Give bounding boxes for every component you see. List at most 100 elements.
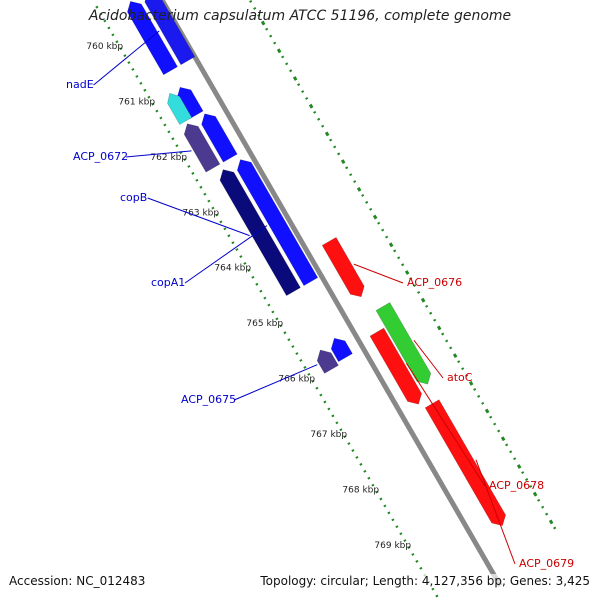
tick-mark xyxy=(369,207,373,211)
gene-acp_0678[interactable] xyxy=(369,327,422,405)
tick-mark xyxy=(107,26,111,30)
tick-mark xyxy=(324,131,330,137)
scale-label: 763 kbp xyxy=(182,208,219,218)
gene-label-acp_0678: ACP_0678 xyxy=(489,479,544,492)
genome-backbone xyxy=(159,0,503,588)
gene-acp_0675[interactable] xyxy=(316,349,339,374)
tick-mark xyxy=(345,166,349,170)
tick-mark xyxy=(403,539,407,543)
tick-mark xyxy=(163,123,167,127)
tick-mark xyxy=(415,559,419,563)
tick-mark xyxy=(297,83,301,87)
tick-mark xyxy=(279,324,283,328)
gene-labels: nadE ACP_0672 copB copA1 ACP_0675 ACP_0676ato… xyxy=(66,30,574,570)
accession-text: Accession: NC_012483 xyxy=(9,574,146,588)
gene-unnamed-5[interactable] xyxy=(201,113,238,163)
genome-summary-text: Topology: circular; Length: 4,127,356 bp… xyxy=(260,574,590,588)
gene-unnamed-3[interactable] xyxy=(167,92,193,125)
tick-mark xyxy=(327,407,331,411)
map-title: Acidobacterium capsulatum ATCC 51196, co… xyxy=(88,8,512,24)
tick-mark xyxy=(445,339,449,343)
tick-mark xyxy=(372,214,378,220)
tick-mark xyxy=(367,476,371,480)
tick-mark xyxy=(409,277,413,281)
tick-mark xyxy=(281,55,285,59)
tick-mark xyxy=(323,400,327,404)
tick-mark xyxy=(436,325,442,331)
tick-mark xyxy=(260,20,266,26)
tick-mark xyxy=(417,290,421,294)
label-leader-line xyxy=(93,30,160,86)
tick-mark xyxy=(247,268,251,272)
tick-mark xyxy=(329,138,333,142)
tick-mark xyxy=(283,331,287,335)
tick-mark xyxy=(115,40,119,44)
gene-label-acp_0672: ACP_0672 xyxy=(73,150,128,163)
tick-mark xyxy=(215,213,219,217)
tick-mark xyxy=(509,450,513,454)
tick-mark xyxy=(235,248,239,252)
tick-mark xyxy=(195,178,199,182)
label-leader-line xyxy=(184,225,268,284)
tick-mark xyxy=(393,249,397,253)
tick-mark xyxy=(457,360,461,364)
tick-mark xyxy=(267,303,271,307)
scale-label: 764 kbp xyxy=(214,264,251,274)
tick-mark xyxy=(119,47,123,51)
scale-label: 762 kbp xyxy=(150,153,187,163)
gene-copa1[interactable] xyxy=(236,159,319,287)
tick-mark xyxy=(435,594,439,598)
scale-label: 765 kbp xyxy=(246,319,283,329)
tick-mark xyxy=(269,34,273,38)
tick-mark xyxy=(255,282,259,286)
tick-mark xyxy=(395,525,399,529)
tick-mark xyxy=(239,255,243,258)
tick-mark xyxy=(249,0,253,3)
tick-mark xyxy=(411,552,415,556)
scale-label: 761 kbp xyxy=(118,97,155,107)
tick-mark xyxy=(481,401,485,405)
gene-acp_0679[interactable] xyxy=(424,399,506,526)
tick-mark xyxy=(489,415,493,419)
gene-track xyxy=(127,0,506,526)
tick-mark xyxy=(139,81,143,85)
tick-mark xyxy=(131,68,135,71)
tick-mark xyxy=(227,234,231,238)
tick-mark xyxy=(333,145,337,149)
tick-mark xyxy=(321,124,325,128)
tick-mark xyxy=(545,512,549,516)
tick-mark xyxy=(449,346,453,350)
gene-unnamed-0[interactable] xyxy=(127,1,178,76)
tick-mark xyxy=(349,173,353,177)
tick-mark xyxy=(337,152,341,156)
tick-mark xyxy=(401,263,405,267)
gene-acp_0676[interactable] xyxy=(321,236,365,298)
tick-mark xyxy=(404,270,410,275)
tick-mark xyxy=(505,443,509,447)
scale-label: 769 kbp xyxy=(374,541,411,551)
tick-mark xyxy=(553,526,557,530)
tick-mark xyxy=(123,54,127,58)
tick-mark xyxy=(276,48,282,54)
gene-unnamed-9[interactable] xyxy=(330,337,353,363)
gene-label-nade: nadE xyxy=(66,78,94,91)
tick-mark xyxy=(431,587,435,591)
position-scale: 760 kbp 761 kbp 762 kbp 763 kbp 764 kbp 765 k… xyxy=(86,42,411,551)
tick-mark xyxy=(541,505,545,509)
gene-nade[interactable] xyxy=(144,0,196,66)
gene-acp_0672[interactable] xyxy=(183,123,221,173)
label-leader-line xyxy=(234,364,318,401)
tick-mark xyxy=(167,130,171,134)
gene-label-copa1: copA1 xyxy=(151,276,185,289)
tick-mark xyxy=(331,414,335,418)
tick-mark xyxy=(413,284,417,287)
tick-mark xyxy=(171,137,175,141)
gene-copb[interactable] xyxy=(219,169,301,297)
tick-mark xyxy=(371,483,375,487)
tick-mark xyxy=(525,478,529,481)
tick-mark xyxy=(219,220,223,224)
tick-mark xyxy=(187,165,191,168)
tick-mark xyxy=(317,117,321,121)
tick-mark xyxy=(383,504,387,508)
tick-mark xyxy=(265,27,269,31)
